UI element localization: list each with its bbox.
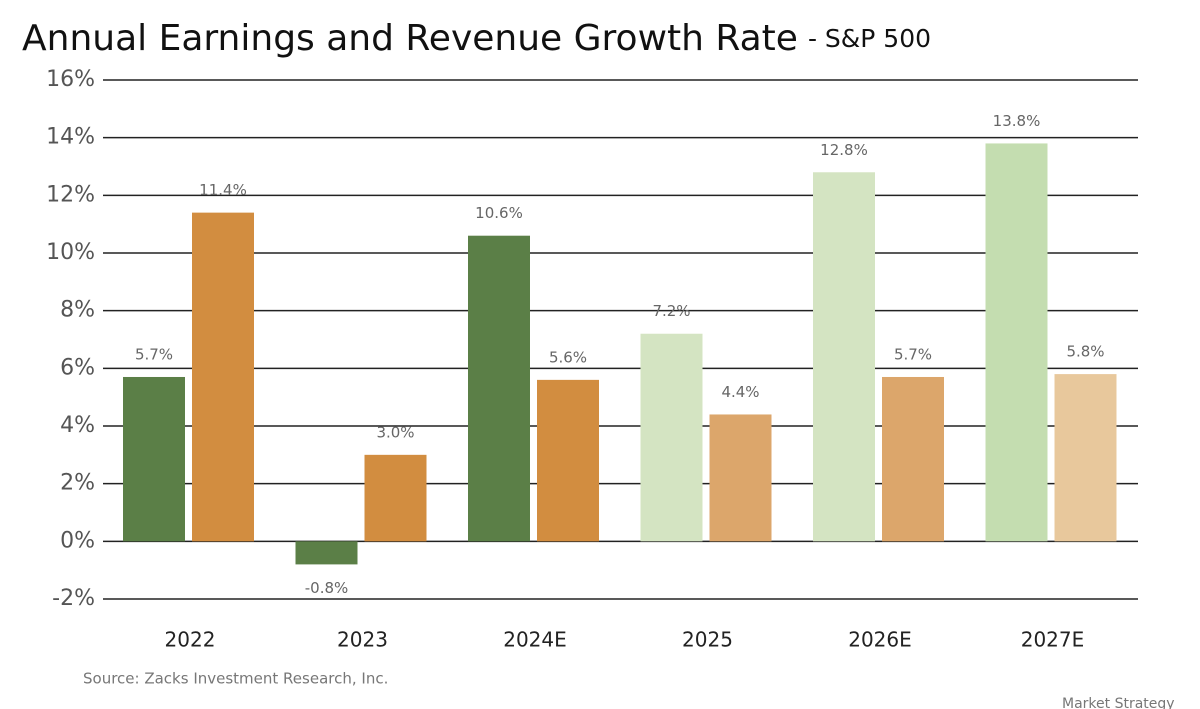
y-tick-label: 14% (46, 125, 95, 150)
x-tick-label: 2026E (848, 628, 912, 652)
x-tick-label: 2027E (1021, 628, 1085, 652)
title-text: Annual Earnings and Revenue Growth Rate (22, 18, 798, 59)
bar (468, 235, 530, 542)
y-tick-label: 2% (60, 471, 95, 496)
bar (123, 376, 185, 542)
bar (295, 541, 358, 565)
bar (192, 212, 254, 542)
footer-note: Market Strategy (1062, 696, 1175, 709)
value-label: 7.2% (652, 302, 690, 320)
y-tick-label: 6% (60, 355, 95, 380)
bar (882, 376, 944, 542)
y-tick-label: 16% (46, 67, 95, 92)
bar (985, 143, 1048, 542)
bar (709, 414, 772, 542)
value-label: 13.8% (993, 112, 1041, 130)
value-label: 3.0% (376, 423, 414, 441)
x-tick-label: 2024E (503, 628, 567, 652)
y-tick-label: -2% (52, 586, 95, 611)
bar (1054, 374, 1117, 542)
bar (640, 333, 703, 542)
value-label: 5.7% (135, 345, 173, 363)
source-note: Source: Zacks Investment Research, Inc. (83, 670, 388, 688)
subtitle-text: - S&P 500 (808, 24, 931, 53)
value-label: 5.8% (1066, 343, 1104, 361)
y-tick-label: 12% (46, 182, 95, 207)
y-tick-label: 0% (60, 528, 95, 553)
bar (537, 379, 599, 542)
y-tick-label: 10% (46, 240, 95, 265)
bar (364, 454, 427, 542)
value-label: 4.4% (721, 383, 759, 401)
value-label: 10.6% (475, 204, 523, 222)
x-tick-label: 2023 (337, 628, 388, 652)
bar (813, 172, 875, 542)
y-tick-label: 8% (60, 298, 95, 323)
value-label: 12.8% (820, 141, 868, 159)
chart-title: Annual Earnings and Revenue Growth Rate -… (22, 18, 931, 59)
y-tick-label: 4% (60, 413, 95, 438)
value-label: 5.7% (894, 345, 932, 363)
x-tick-label: 2025 (682, 628, 733, 652)
value-label: -0.8% (305, 579, 349, 597)
value-label: 11.4% (199, 181, 247, 199)
x-tick-label: 2022 (165, 628, 216, 652)
value-label: 5.6% (549, 348, 587, 366)
